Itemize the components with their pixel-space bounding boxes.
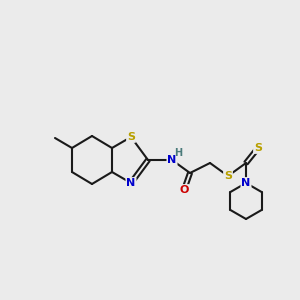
Text: N: N [242,178,250,188]
Text: S: S [254,143,262,153]
Text: S: S [127,132,135,142]
Text: N: N [167,155,177,165]
Text: H: H [174,148,182,158]
Text: N: N [126,178,136,188]
Text: O: O [179,185,189,195]
Text: S: S [224,171,232,181]
